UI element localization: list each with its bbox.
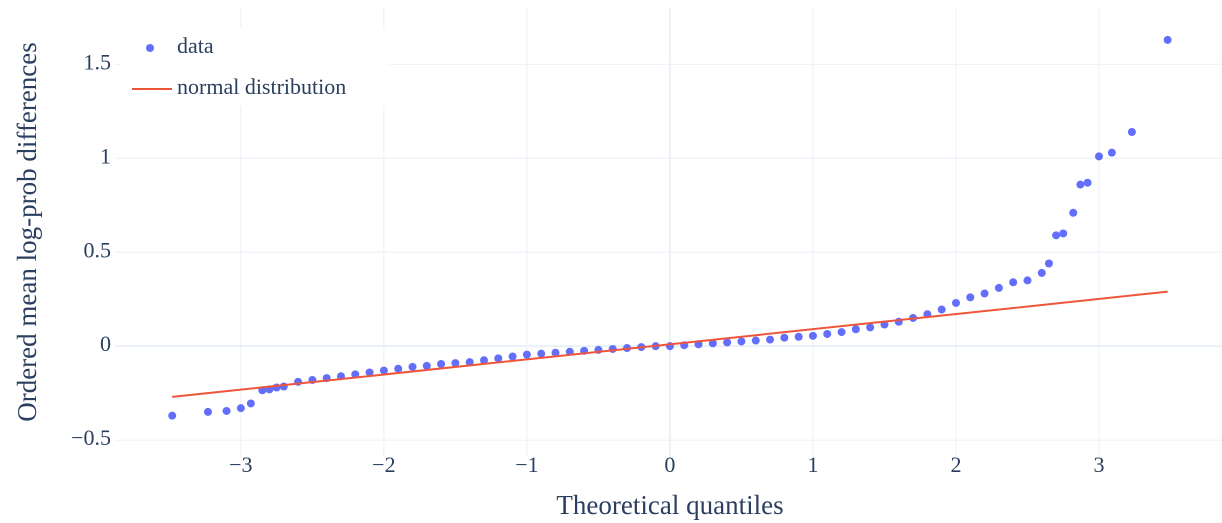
data-point — [1127, 127, 1136, 136]
data-point — [851, 325, 860, 334]
data-point — [551, 348, 560, 357]
data-point — [222, 406, 231, 415]
data-point — [866, 323, 875, 332]
x-tick-label: 0 — [664, 452, 675, 477]
data-point — [451, 359, 460, 368]
data-point — [480, 356, 488, 365]
data-point — [951, 298, 960, 307]
data-point — [1107, 148, 1116, 157]
data-point — [1037, 268, 1046, 277]
data-point — [1052, 231, 1061, 240]
data-point — [823, 329, 832, 338]
data-point — [1059, 229, 1068, 238]
y-tick-label: 0.5 — [84, 237, 112, 262]
data-point — [1069, 208, 1078, 217]
y-axis-title: Ordered mean log-prob differences — [12, 42, 42, 422]
x-tick-label: 3 — [1094, 452, 1105, 477]
data-point — [365, 368, 374, 377]
x-tick-label: −3 — [229, 452, 252, 477]
data-point — [379, 366, 388, 375]
data-point — [766, 335, 775, 344]
data-point — [837, 328, 846, 337]
data-point — [494, 354, 503, 363]
qq-line — [172, 290, 1168, 398]
data-point — [1044, 259, 1053, 268]
legend-marker — [146, 44, 154, 52]
data-point — [1163, 35, 1172, 44]
data-point — [508, 352, 517, 361]
data-point — [780, 333, 789, 342]
y-tick-label: 1 — [100, 143, 111, 168]
data-point — [966, 293, 975, 302]
data-point — [1009, 278, 1018, 287]
data-point — [980, 289, 989, 298]
x-tick-label: −1 — [515, 452, 538, 477]
data-point — [168, 411, 177, 420]
data-point — [937, 305, 946, 314]
y-tick-label: 0 — [100, 331, 111, 356]
data-point — [1076, 180, 1085, 189]
data-point — [808, 331, 817, 340]
data-point — [994, 283, 1003, 292]
data-point — [236, 404, 245, 413]
y-tick-label: −0.5 — [71, 425, 111, 450]
data-point — [203, 407, 212, 416]
data-point — [1083, 178, 1092, 187]
data-point — [522, 350, 531, 359]
data-point — [1095, 152, 1103, 161]
x-axis-title: Theoretical quantiles — [556, 490, 783, 520]
data-point — [394, 364, 403, 373]
data-point — [279, 382, 288, 391]
data-point — [465, 358, 474, 367]
data-point — [246, 399, 255, 408]
data-point — [422, 361, 431, 370]
data-point — [437, 360, 446, 369]
legend-background — [120, 28, 390, 106]
legend: data normal distribution — [120, 28, 390, 106]
x-tick-label: 2 — [950, 452, 961, 477]
x-tick-label: 1 — [807, 452, 818, 477]
data-point — [794, 332, 803, 341]
data-point — [723, 338, 732, 347]
data-point — [751, 336, 760, 345]
data-point — [537, 349, 546, 358]
data-point — [408, 362, 417, 371]
data-point — [608, 344, 617, 353]
legend-label: data — [177, 33, 214, 58]
data-point — [708, 339, 717, 348]
y-tick-label: 1.5 — [84, 49, 112, 74]
data-point — [737, 337, 746, 346]
data-point — [1023, 276, 1032, 285]
legend-label: normal distribution — [177, 74, 346, 99]
x-tick-label: −2 — [372, 452, 395, 477]
